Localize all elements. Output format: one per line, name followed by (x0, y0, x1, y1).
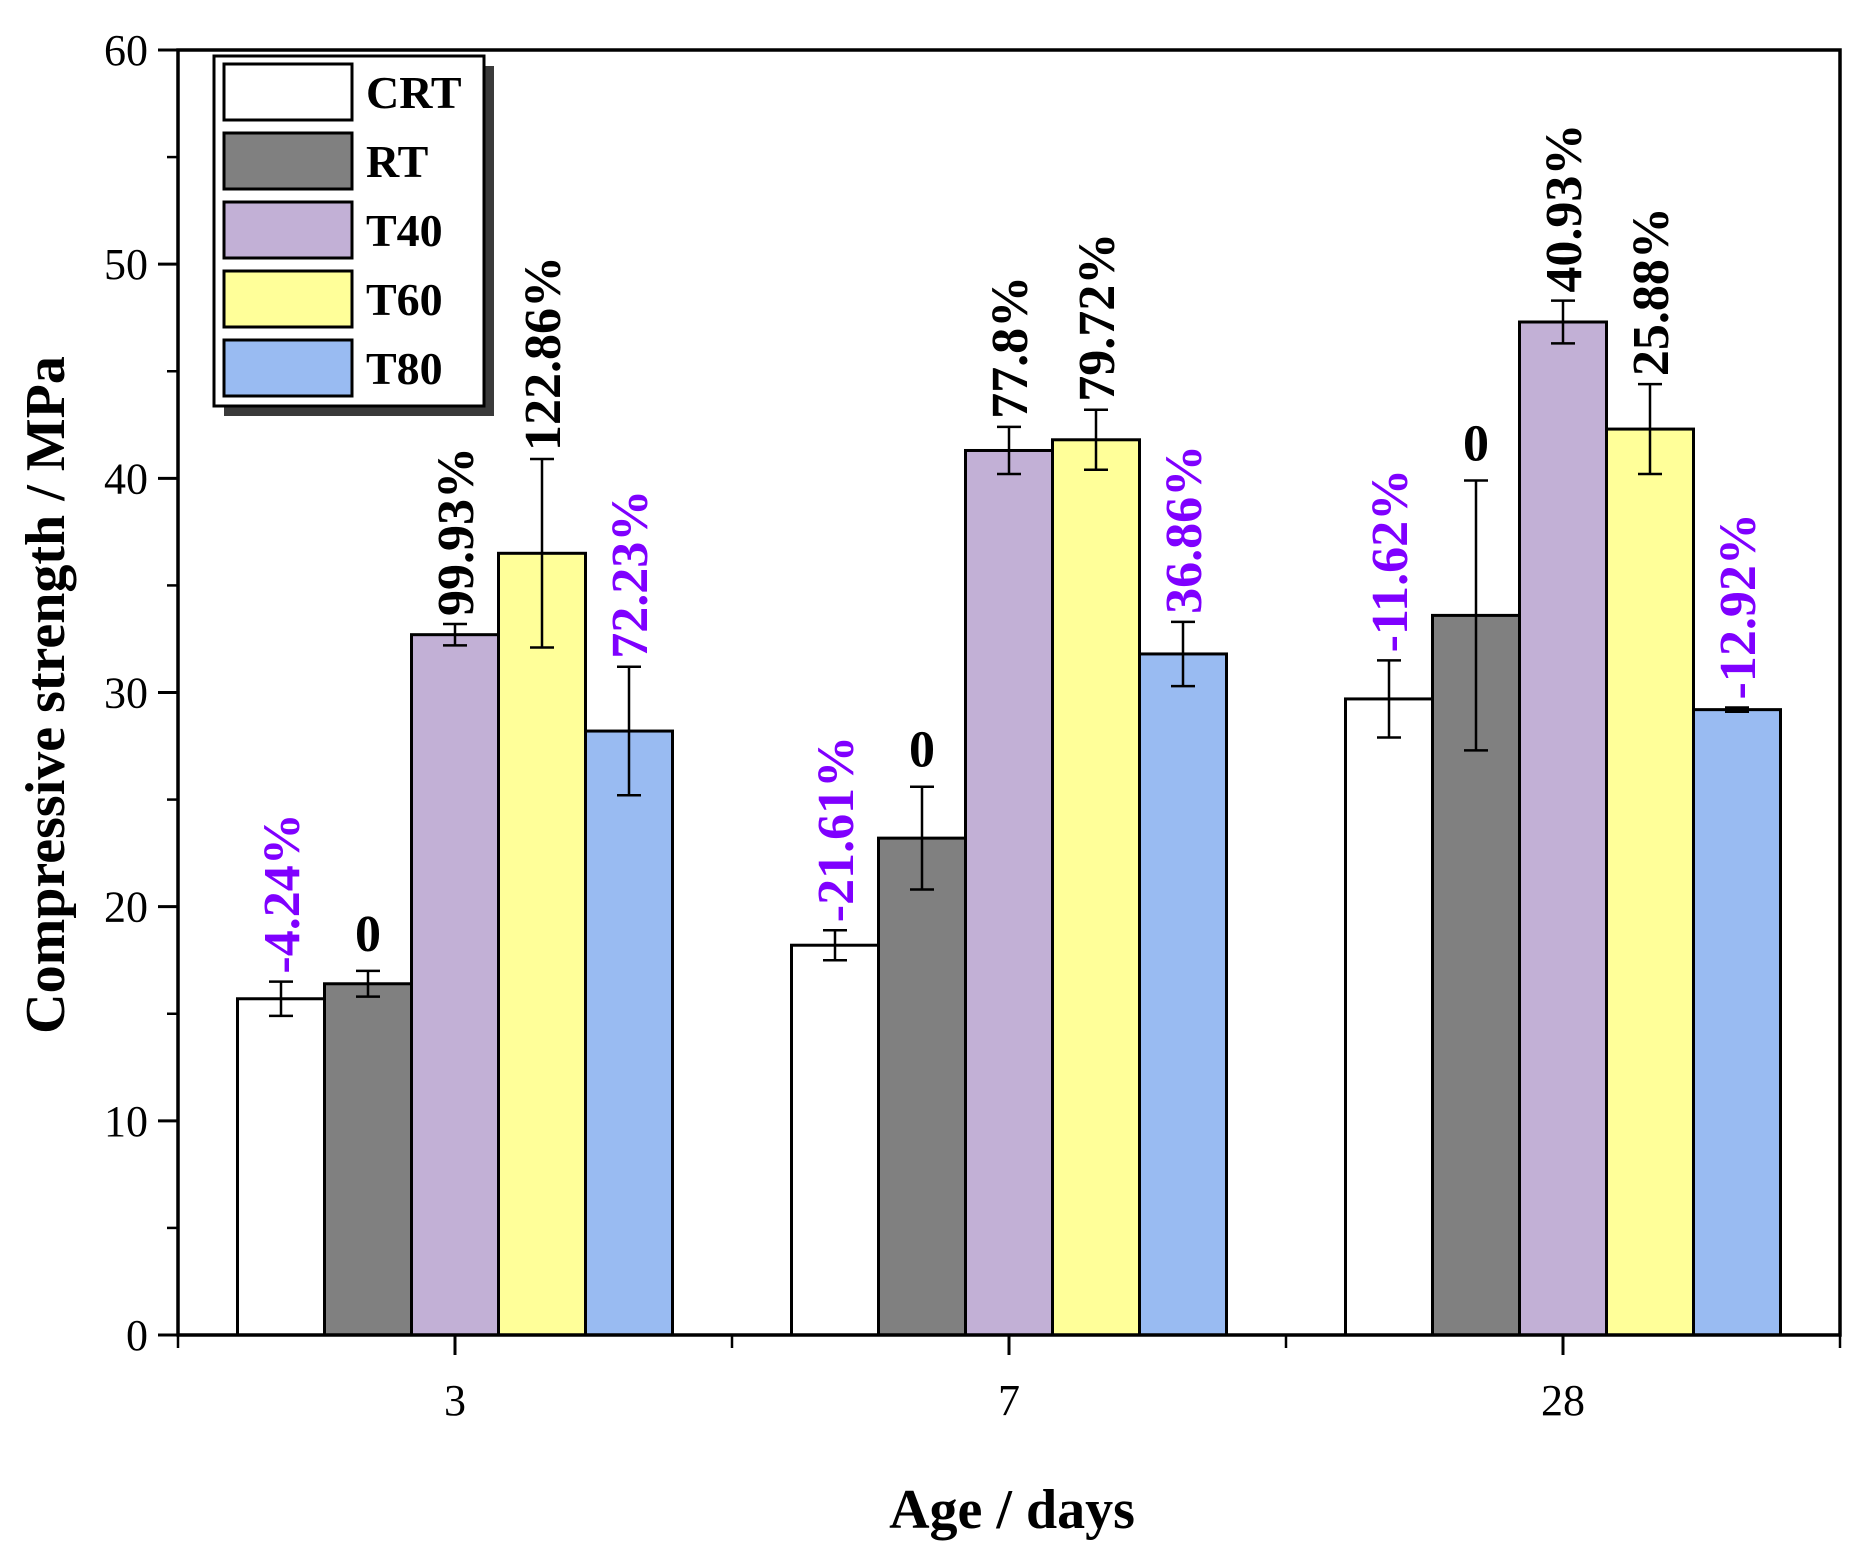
data-label-t60-7: 79.72% (1069, 233, 1126, 402)
data-label-t80-7: 36.86% (1156, 445, 1213, 614)
bar-crt-3 (236, 997, 326, 1337)
legend-swatch-t40 (222, 200, 354, 260)
bar-t80-3 (584, 729, 674, 1337)
y-tick-label-60: 60 (104, 26, 148, 75)
bar-t40-3 (410, 633, 500, 1337)
data-label-t80-3: 72.23% (602, 490, 659, 659)
legend-label-t80: T80 (366, 343, 443, 394)
bar-rt-7 (877, 836, 967, 1337)
x-tick-label-3: 3 (444, 1376, 466, 1425)
bar-t40-28 (1518, 320, 1608, 1337)
legend-swatch-crt (222, 62, 354, 122)
x-tick-label-7: 7 (998, 1376, 1020, 1425)
legend-label-t40: T40 (366, 205, 443, 256)
data-label-t40-7: 77.8% (982, 276, 1039, 419)
data-label-crt-7: -21.61% (808, 736, 865, 922)
data-label-t60-28: 25.88% (1623, 207, 1680, 376)
data-label-t40-28: 40.93% (1536, 124, 1593, 293)
bar-t80-7 (1138, 652, 1228, 1337)
data-label-crt-28: -11.62% (1362, 469, 1419, 652)
bar-t80-28 (1692, 708, 1782, 1337)
x-axis-title: Age / days (889, 1479, 1135, 1541)
bar-t60-7 (1051, 438, 1141, 1337)
labels-layer: -4.24% 0 99.93% 122.86% 72.23% -21.61% 0 77.8% 7… (254, 124, 1767, 974)
data-label-rt-3: 0 (355, 906, 381, 963)
legend-swatch-t60 (222, 269, 354, 329)
data-label-rt-28: 0 (1463, 415, 1489, 472)
legend-swatch-rt (222, 131, 354, 191)
bar-rt-3 (323, 982, 413, 1337)
legend: CRT RT T40 T60 T80 (212, 54, 494, 416)
data-label-t60-3: 122.86% (515, 256, 572, 451)
y-tick-label-20: 20 (104, 883, 148, 932)
data-label-crt-3: -4.24% (254, 813, 311, 973)
x-tick-label-28: 28 (1541, 1376, 1585, 1425)
legend-label-crt: CRT (366, 67, 462, 118)
legend-label-t60: T60 (366, 274, 443, 325)
data-label-t80-28: -12.92% (1710, 513, 1767, 699)
legend-label-rt: RT (366, 136, 428, 187)
bar-t40-7 (964, 448, 1054, 1337)
bar-t60-3 (497, 551, 587, 1337)
y-tick-label-10: 10 (104, 1097, 148, 1146)
data-label-rt-7: 0 (909, 722, 935, 779)
bar-crt-7 (790, 943, 880, 1337)
data-label-t40-3: 99.93% (428, 447, 485, 616)
bar-t60-28 (1605, 427, 1695, 1337)
bars-layer (236, 299, 1782, 1337)
bar-crt-28 (1344, 697, 1434, 1337)
axes-layer: 0 10 20 30 40 50 60 3 7 28 (104, 26, 1842, 1425)
y-tick-label-30: 30 (104, 669, 148, 718)
legend-swatch-t80 (222, 338, 354, 398)
y-tick-label-50: 50 (104, 240, 148, 289)
y-tick-label-40: 40 (104, 454, 148, 503)
y-axis-title: Compressive strength / MPa (15, 356, 77, 1034)
y-tick-label-0: 0 (126, 1311, 148, 1360)
